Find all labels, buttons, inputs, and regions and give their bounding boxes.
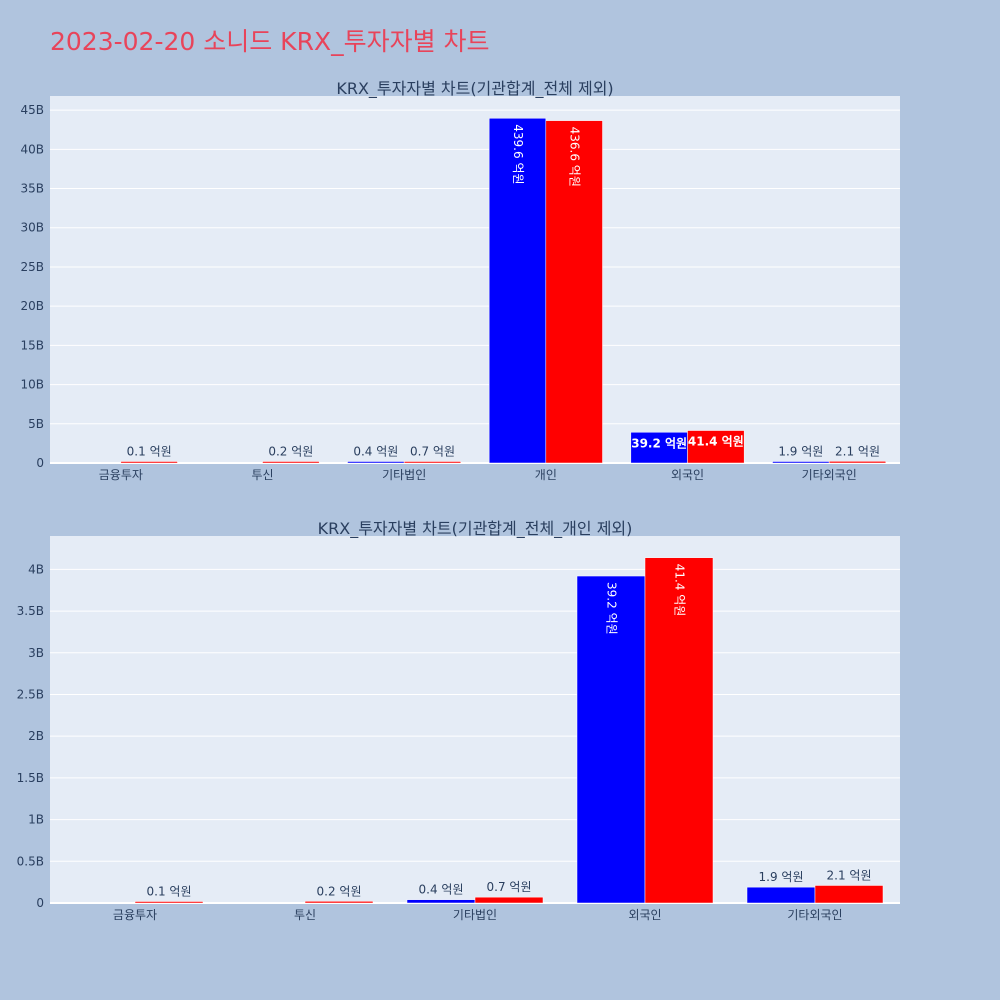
data-label: 2.1 억원 bbox=[827, 868, 872, 882]
data-label: 0.4 억원 bbox=[353, 445, 398, 459]
data-label: 2.1 억원 bbox=[835, 444, 880, 458]
chart-title: KRX_투자자별 차트(기관합계_전체_개인 제외) bbox=[318, 519, 633, 539]
x-tick-label: 기타외국인 bbox=[787, 908, 842, 922]
y-tick-label: 0.5B bbox=[17, 854, 44, 868]
data-label: 1.9 억원 bbox=[778, 445, 823, 459]
x-tick-label: 기타법인 bbox=[382, 468, 426, 482]
plot-area bbox=[50, 96, 900, 463]
y-tick-label: 15B bbox=[20, 338, 44, 352]
y-tick-label: 45B bbox=[20, 103, 44, 117]
bar bbox=[347, 461, 405, 464]
y-tick-label: 35B bbox=[20, 182, 44, 196]
bar bbox=[488, 118, 547, 464]
data-label: 41.4 억원 bbox=[673, 564, 687, 617]
y-tick-label: 30B bbox=[20, 221, 44, 235]
bar bbox=[403, 461, 462, 464]
data-label: 0.7 억원 bbox=[487, 880, 532, 894]
x-tick-label: 금융투자 bbox=[99, 468, 143, 482]
y-tick-label: 2.5B bbox=[17, 687, 44, 701]
data-label: 436.6 억원 bbox=[568, 127, 582, 187]
chart-title: KRX_투자자별 차트(기관합계_전체 제외) bbox=[336, 79, 613, 99]
bar bbox=[746, 886, 816, 904]
bar bbox=[644, 557, 714, 904]
y-tick-label: 3B bbox=[28, 646, 44, 660]
bar bbox=[134, 901, 204, 904]
y-tick-label: 0 bbox=[36, 896, 44, 910]
x-tick-label: 외국인 bbox=[671, 468, 704, 482]
bar bbox=[545, 120, 603, 464]
y-tick-label: 10B bbox=[20, 378, 44, 392]
x-tick-label: 투신 bbox=[294, 908, 316, 922]
bar bbox=[630, 432, 688, 464]
data-label: 0.1 억원 bbox=[127, 445, 172, 459]
bar bbox=[772, 461, 830, 464]
data-label: 0.2 억원 bbox=[317, 884, 362, 898]
x-tick-label: 기타법인 bbox=[453, 908, 497, 922]
data-label: 0.7 억원 bbox=[410, 445, 455, 459]
x-tick-label: 금융투자 bbox=[113, 908, 157, 922]
data-label: 0.4 억원 bbox=[419, 883, 464, 897]
y-tick-label: 25B bbox=[20, 260, 44, 274]
data-label: 41.4 억원 bbox=[688, 435, 744, 449]
chart-institutional-excluded: KRX_투자자별 차트(기관합계_전체 제외) 0 5B 10B 15B 20B 25B 30… bbox=[20, 79, 900, 482]
bar bbox=[304, 901, 374, 904]
x-tick-label: 투신 bbox=[251, 468, 273, 482]
bar bbox=[474, 896, 544, 904]
plot-area bbox=[50, 536, 900, 903]
bar bbox=[406, 899, 476, 904]
y-tick-label: 2B bbox=[28, 729, 44, 743]
bar bbox=[120, 461, 178, 464]
page-title: 2023-02-20 소니드 KRX_투자자별 차트 bbox=[50, 27, 490, 56]
y-tick-label: 1.5B bbox=[17, 771, 44, 785]
bar bbox=[576, 575, 646, 904]
y-tick-label: 1B bbox=[28, 813, 44, 827]
chart-individual-excluded: KRX_투자자별 차트(기관합계_전체_개인 제외) 0 0.5B 1B 1.5B 2B 2… bbox=[17, 519, 900, 922]
data-label: 439.6 억원 bbox=[511, 124, 525, 184]
y-tick-label: 0 bbox=[36, 456, 44, 470]
data-label: 39.2 억원 bbox=[605, 582, 619, 635]
data-label: 0.2 억원 bbox=[268, 445, 313, 459]
y-tick-label: 5B bbox=[28, 417, 44, 431]
x-tick-label: 기타외국인 bbox=[802, 468, 857, 482]
data-label: 1.9 억원 bbox=[759, 870, 804, 884]
y-tick-label: 4B bbox=[28, 562, 44, 576]
x-tick-label: 외국인 bbox=[628, 908, 661, 922]
bar bbox=[828, 461, 887, 464]
data-label: 0.1 억원 bbox=[147, 885, 192, 899]
bar bbox=[814, 885, 884, 904]
y-tick-label: 40B bbox=[20, 142, 44, 156]
bar bbox=[687, 430, 745, 464]
x-tick-label: 개인 bbox=[535, 468, 557, 482]
y-tick-label: 20B bbox=[20, 299, 44, 313]
y-tick-label: 3.5B bbox=[17, 604, 44, 618]
bar bbox=[262, 461, 320, 464]
data-label: 39.2 억원 bbox=[631, 436, 687, 450]
